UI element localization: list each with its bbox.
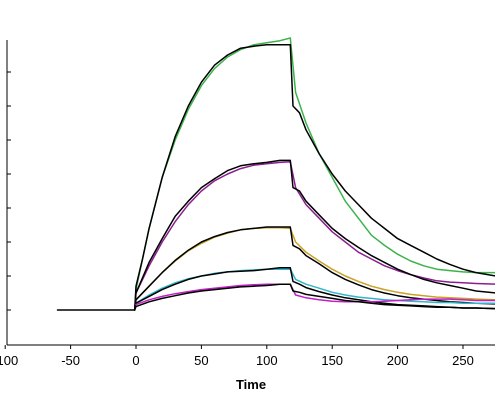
fit-curve-7 <box>135 268 495 304</box>
data-curve-2 <box>56 44 495 311</box>
x-axis-title: Time <box>236 377 266 392</box>
x-tick-label: -100 <box>0 353 18 368</box>
data-curve-10 <box>133 283 495 311</box>
x-tick-label: 200 <box>387 353 409 368</box>
fit-curve-1 <box>135 37 495 291</box>
x-tick-label: 250 <box>452 353 474 368</box>
data-curve-4 <box>133 159 495 311</box>
fit-curve-5 <box>135 226 495 301</box>
x-tick-label: -50 <box>61 353 80 368</box>
x-tick-label: 150 <box>321 353 343 368</box>
y-axis-ticks <box>7 71 11 311</box>
x-tick-label: 0 <box>132 353 139 368</box>
plot-area <box>56 37 495 311</box>
fit-curve-9 <box>135 283 495 306</box>
fit-curve-3 <box>135 161 495 294</box>
data-curve-8 <box>133 267 495 311</box>
x-tick-label: 50 <box>194 353 208 368</box>
x-axis-ticks: -100 -50 0 50 100 150 200 250 <box>0 345 474 368</box>
x-tick-label: 100 <box>256 353 278 368</box>
